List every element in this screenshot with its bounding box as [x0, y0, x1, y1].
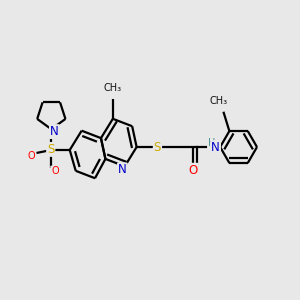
- Text: CH₃: CH₃: [210, 96, 228, 106]
- Text: S: S: [47, 143, 54, 156]
- Text: CH₃: CH₃: [104, 83, 122, 93]
- Text: H: H: [208, 139, 215, 148]
- Text: O: O: [27, 151, 35, 161]
- Text: O: O: [51, 167, 59, 176]
- Text: N: N: [211, 141, 220, 154]
- Text: N: N: [50, 125, 59, 138]
- Text: S: S: [154, 140, 161, 154]
- Text: O: O: [188, 164, 198, 177]
- Text: N: N: [118, 164, 127, 176]
